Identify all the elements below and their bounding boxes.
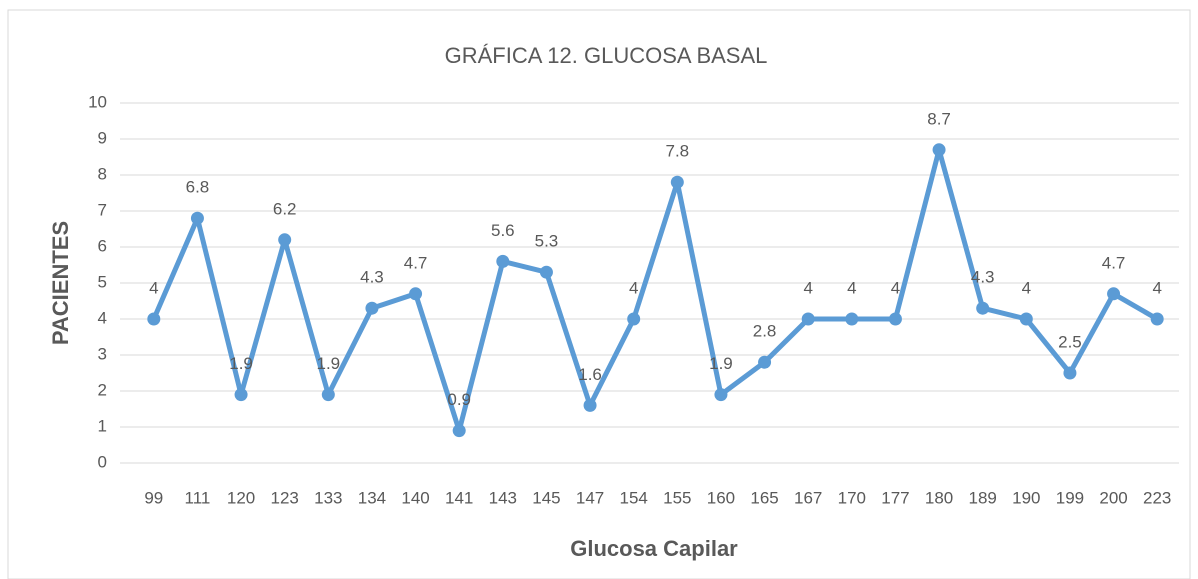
data-label: 4 [891,278,900,297]
y-tick-label: 4 [98,308,107,327]
marker [888,312,902,326]
marker [190,211,204,225]
data-label: 4.7 [1102,253,1126,272]
y-tick-label: 6 [98,236,107,255]
y-axis-label: PACIENTES [48,221,73,345]
marker [1150,312,1164,326]
data-label: 6.2 [273,199,297,218]
x-tick-label: 160 [707,488,735,507]
data-label: 4 [847,278,856,297]
marker [539,265,553,279]
data-label: 4 [149,278,158,297]
y-tick-label: 7 [98,200,107,219]
x-tick-label: 123 [271,488,299,507]
marker [496,254,510,268]
data-label: 5.6 [491,221,515,240]
data-label: 1.9 [229,354,253,373]
x-tick-label: 177 [881,488,909,507]
marker [670,175,684,189]
x-tick-label: 200 [1099,488,1127,507]
y-tick-label: 0 [98,452,107,471]
marker [758,355,772,369]
x-axis-label: Glucosa Capilar [570,536,738,561]
data-label: 4 [629,278,638,297]
x-tick-label: 147 [576,488,604,507]
marker [932,143,946,157]
marker [1019,312,1033,326]
x-tick-label: 223 [1143,488,1171,507]
data-label: 5.3 [535,232,559,251]
data-label: 1.6 [578,365,602,384]
marker [976,301,990,315]
x-tick-label: 143 [489,488,517,507]
marker [147,312,161,326]
x-tick-label: 140 [401,488,429,507]
marker [627,312,641,326]
x-tick-label: 154 [620,488,648,507]
x-tick-label: 120 [227,488,255,507]
x-tick-label: 180 [925,488,953,507]
data-label: 4.3 [360,268,384,287]
data-label: 4.3 [971,268,995,287]
marker [583,398,597,412]
y-tick-label: 8 [98,164,107,183]
data-label: 4 [1022,278,1031,297]
marker [1107,287,1121,301]
data-label: 1.9 [709,354,733,373]
line [151,147,1159,434]
x-tick-label: 134 [358,488,386,507]
data-label: 4 [1152,278,1161,297]
x-tick-label: 189 [969,488,997,507]
data-label: 0.9 [447,390,471,409]
y-tick-label: 10 [88,92,107,111]
y-tick-label: 5 [98,272,107,291]
data-label: 4.7 [404,253,428,272]
marker [452,424,466,438]
data-label: 7.8 [665,142,689,161]
x-tick-label: 133 [314,488,342,507]
marker [845,312,859,326]
marker [321,388,335,402]
x-tick-label: 155 [663,488,691,507]
data-label: 6.8 [186,178,210,197]
marker [409,287,423,301]
x-tick-label: 111 [185,488,211,507]
x-tick-label: 141 [445,488,473,507]
x-tick-label: 165 [750,488,778,507]
chart-title: GRÁFICA 12. GLUCOSA BASAL [445,43,768,68]
x-tick-label: 170 [838,488,866,507]
marker [234,388,248,402]
data-label: 4 [803,278,812,297]
x-tick-label: 190 [1012,488,1040,507]
x-tick-label: 199 [1056,488,1084,507]
chart-border [7,9,1191,579]
y-tick-label: 1 [98,416,107,435]
y-tick-label: 2 [98,380,107,399]
data-label: 1.9 [316,354,340,373]
data-label: 2.5 [1058,332,1082,351]
data-label: 8.7 [927,109,951,128]
marker [278,233,292,247]
data-label: 2.8 [753,322,777,341]
marker [1063,366,1077,380]
x-tick-label: 167 [794,488,822,507]
x-tick-label: 145 [532,488,560,507]
y-tick-label: 3 [98,344,107,363]
y-tick-label: 9 [98,128,107,147]
marker [714,388,728,402]
x-tick-label: 99 [144,488,163,507]
marker [801,312,815,326]
marker [365,301,379,315]
